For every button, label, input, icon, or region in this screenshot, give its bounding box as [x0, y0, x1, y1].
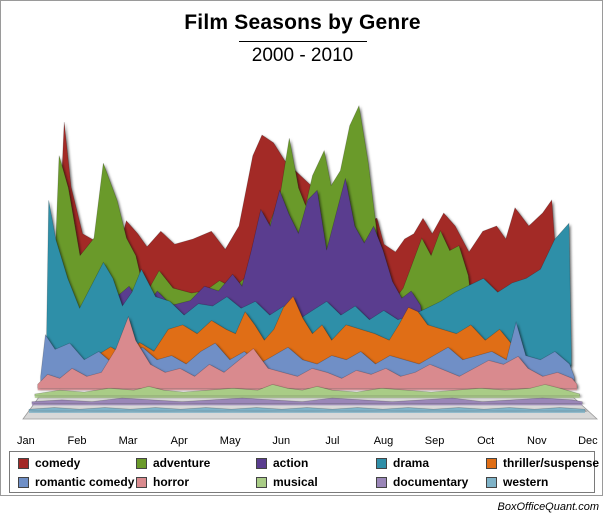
legend-swatch-adventure — [136, 457, 147, 469]
legend-swatch-thriller-suspense — [486, 457, 497, 469]
legend: comedy adventure action drama thriller/suspe… — [9, 451, 599, 493]
plot-area: Jan Feb Mar Apr May Jun Jul Aug Sep Oct Nov Dec — [17, 104, 598, 447]
legend-label-romantic-comedy: romantic comedy — [35, 475, 135, 489]
series-area-musical — [34, 384, 580, 397]
x-tick-label-oct: Oct — [477, 435, 494, 447]
legend-label-western: western — [503, 475, 549, 489]
legend-swatch-horror — [136, 476, 147, 488]
x-tick-label-sep: Sep — [425, 435, 445, 447]
series-base-documentary — [31, 403, 583, 406]
series-base-western — [29, 411, 585, 413]
legend-label-adventure: adventure — [153, 456, 211, 470]
series-area-western — [28, 407, 586, 412]
legend-item-horror: horror — [136, 473, 189, 491]
series-area-thriller-suspense — [81, 295, 524, 374]
legend-item-adventure: adventure — [136, 454, 210, 472]
legend-swatch-romantic-comedy — [18, 476, 29, 488]
x-tick-label-nov: Nov — [527, 435, 547, 447]
legend-swatch-action — [256, 457, 267, 469]
legend-label-musical: musical — [273, 475, 318, 489]
chart-subtitle: 2000 - 2010 — [251, 45, 354, 66]
x-tick-label-feb: Feb — [68, 435, 87, 447]
legend-swatch-musical — [256, 476, 267, 488]
series-area-horror — [37, 315, 578, 389]
series-area-drama — [46, 200, 572, 366]
legend-item-comedy: comedy — [18, 454, 80, 472]
x-tick-label-aug: Aug — [374, 435, 394, 447]
x-tick-label-mar: Mar — [119, 435, 138, 447]
legend-item-western: western — [486, 473, 548, 491]
x-axis-labels: Jan Feb Mar Apr May Jun Jul Aug Sep Oct Nov Dec — [17, 435, 598, 447]
x-tick-label-jan: Jan — [17, 435, 35, 447]
x-tick-label-jul: Jul — [325, 435, 339, 447]
legend-item-action: action — [256, 454, 308, 472]
chart-title: Film Seasons by Genre — [184, 11, 421, 34]
x-tick-label-apr: Apr — [171, 435, 188, 447]
legend-item-drama: drama — [376, 454, 429, 472]
series-layer — [28, 104, 586, 413]
legend-item-romantic-comedy: romantic comedy — [18, 473, 134, 491]
legend-item-musical: musical — [256, 473, 318, 491]
legend-item-documentary: documentary — [376, 473, 468, 491]
title-underline — [239, 41, 367, 42]
legend-label-thriller-suspense: thriller/suspense — [503, 456, 600, 470]
legend-label-action: action — [273, 456, 309, 470]
series-base-musical — [34, 395, 580, 398]
legend-label-documentary: documentary — [393, 475, 469, 489]
legend-label-drama: drama — [393, 456, 430, 470]
x-tick-label-jun: Jun — [272, 435, 290, 447]
legend-swatch-western — [486, 476, 497, 488]
legend-item-thriller-suspense: thriller/suspense — [486, 454, 599, 472]
legend-swatch-comedy — [18, 457, 29, 469]
legend-swatch-documentary — [376, 476, 387, 488]
series-area-documentary — [31, 397, 583, 404]
legend-label-comedy: comedy — [35, 456, 81, 470]
legend-label-horror: horror — [153, 475, 189, 489]
x-tick-label-may: May — [220, 435, 241, 447]
legend-swatch-drama — [376, 457, 387, 469]
credit-text: BoxOfficeQuant.com — [497, 501, 600, 513]
x-tick-label-dec: Dec — [578, 435, 598, 447]
